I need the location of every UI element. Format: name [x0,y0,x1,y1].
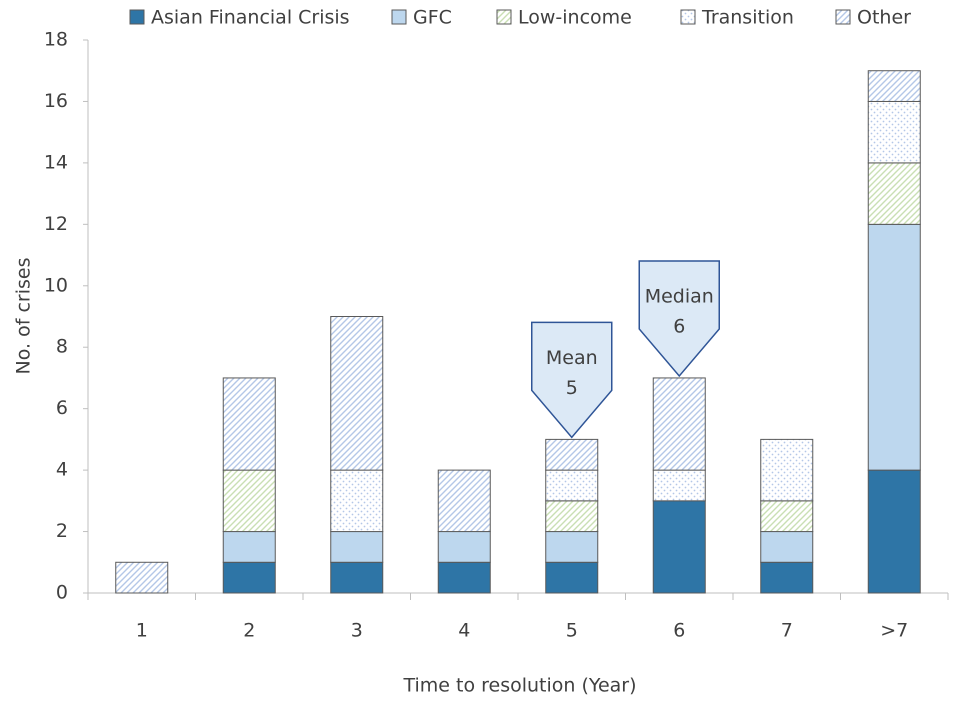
bar-segment [760,500,814,533]
bar-segment [867,223,921,471]
legend-label: Other [857,7,911,29]
y-tick-label: 6 [56,397,68,419]
bar-segment [115,561,169,594]
x-axis-title: Time to resolution (Year) [402,675,636,697]
callout-text: 6 [673,315,685,337]
x-tick-label: 7 [781,620,793,642]
callout-text: Median [645,285,714,307]
callout-text: Mean [546,347,598,369]
x-tick-label: 4 [458,620,470,642]
bar-segment [222,561,276,594]
bar-segment [760,531,814,563]
y-tick-label: 8 [56,336,68,358]
y-axis-title: No. of crises [13,258,35,375]
bar-segment [652,500,706,594]
legend-swatch [835,9,851,25]
legend-swatch [680,9,696,25]
bar-segment [652,469,706,502]
bar-segment [867,100,921,164]
x-tick-label: 3 [351,620,363,642]
bar-segment [437,531,491,563]
bar-segment [867,70,921,102]
y-tick-label: 18 [44,29,68,51]
legend-label: Transition [701,7,794,29]
y-tick-label: 12 [44,213,68,235]
bar-segment [867,162,921,225]
x-tick-label: 6 [673,620,685,642]
x-tick-label: 2 [243,620,255,642]
bar-segment [330,316,384,471]
bar-segment [545,561,599,594]
bar-segment [222,377,276,471]
bar-segment [545,469,599,502]
legend-swatch [129,9,145,25]
bar-segment [330,561,384,594]
legend-label: Asian Financial Crisis [151,7,350,29]
y-tick-label: 16 [44,90,68,112]
bar-segment [652,377,706,471]
bar-segment [760,561,814,594]
bar-segment [437,561,491,594]
callout [531,321,613,439]
x-tick-label: 5 [566,620,578,642]
bar-segment [222,469,276,533]
bar-segment [760,438,814,502]
bar-segment [867,469,921,594]
y-tick-label: 10 [44,274,68,296]
x-tick-label: >7 [880,620,908,642]
callout-text: 5 [566,377,578,399]
bar-segment [545,531,599,563]
bar-segment [545,438,599,471]
y-tick-label: 0 [56,582,68,604]
legend-swatch [496,9,512,25]
legend-label: GFC [413,7,452,29]
bar-segment [330,531,384,563]
y-tick-label: 2 [56,520,68,542]
callout [638,260,720,378]
bar-segment [545,500,599,533]
legend-swatch [391,9,407,25]
bar-segment [330,469,384,533]
legend-label: Low-income [518,7,632,29]
y-tick-label: 14 [44,151,68,173]
bar-segment [222,531,276,563]
y-tick-label: 4 [56,459,68,481]
x-tick-label: 1 [136,620,148,642]
bar-segment [437,469,491,533]
